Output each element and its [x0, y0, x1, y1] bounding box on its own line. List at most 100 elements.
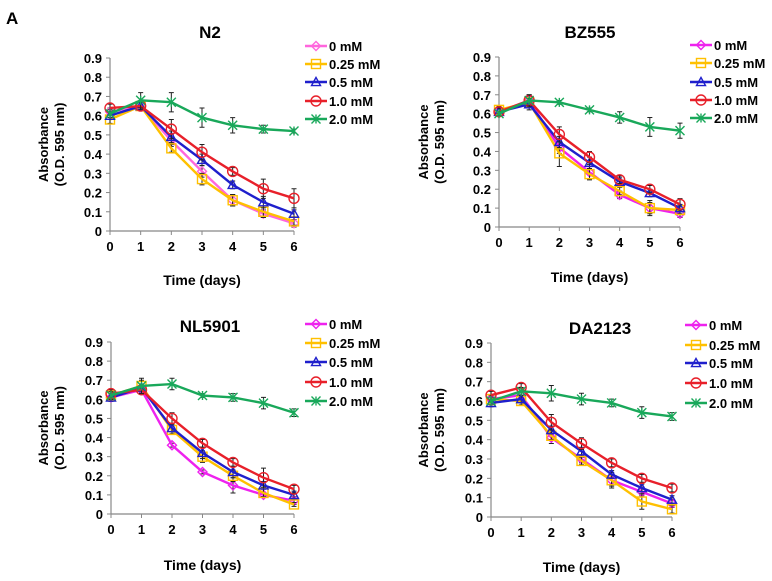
data-point: [196, 173, 208, 185]
data-point: [227, 456, 239, 469]
data-point: [576, 394, 587, 405]
data-point: [227, 466, 239, 477]
legend-marker: [310, 40, 322, 52]
data-point: [227, 195, 238, 206]
x-tick-label: 4: [608, 525, 616, 540]
chart-panel: BZ555 0 0.1 0.2 0.3 0.4 0.5 0.6 0.7 0.8 0.9 0 1 2 3 4 5 6…: [416, 23, 765, 285]
x-tick-label: 3: [198, 239, 205, 254]
y-tick-label: 0.7: [84, 89, 102, 104]
data-point: [197, 112, 207, 123]
data-point: [289, 126, 299, 137]
y-tick-label: 0.4: [85, 431, 104, 446]
y-tick-label: 0.8: [473, 69, 491, 84]
y-tick-label: 0.5: [465, 413, 483, 428]
legend-label: 0 mM: [329, 39, 362, 54]
data-point: [257, 479, 270, 490]
legend-label: 0.25 mM: [329, 336, 380, 351]
x-axis-label: Time (days): [543, 559, 621, 575]
x-tick-label: 3: [578, 525, 585, 540]
y-tick-label: 0.4: [465, 433, 484, 448]
x-tick-label: 2: [168, 239, 175, 254]
legend-marker: [691, 398, 701, 408]
legend-marker: [696, 113, 706, 123]
y-tick-label: 0.4: [84, 147, 103, 162]
legend-item: 0.5 mM: [690, 75, 758, 90]
y-tick-label: 0.8: [85, 354, 103, 369]
legend-item: 2.0 mM: [305, 112, 373, 127]
y-axis-label-line2: (O.D. 595 nm): [52, 103, 67, 187]
legend-marker: [695, 76, 707, 87]
x-tick-label: 5: [646, 235, 653, 250]
legend-item: 0 mM: [305, 317, 362, 332]
y-tick-label: 0.6: [473, 107, 491, 122]
data-point: [165, 130, 178, 142]
data-point: [486, 396, 496, 406]
y-tick-label: 0.6: [465, 394, 483, 409]
legend-item: 1.0 mM: [305, 375, 373, 390]
y-tick-label: 0.1: [473, 201, 491, 216]
x-tick-label: 1: [526, 235, 533, 250]
legend-item: 0.5 mM: [305, 355, 373, 370]
data-point: [135, 95, 146, 106]
x-tick-label: 5: [260, 239, 267, 254]
data-point: [524, 95, 535, 106]
legend-label: 2.0 mM: [329, 112, 373, 127]
data-point: [166, 97, 177, 108]
x-tick-label: 4: [229, 522, 237, 537]
y-tick-label: 0.3: [473, 163, 491, 178]
data-point: [197, 390, 208, 401]
data-point: [515, 393, 527, 404]
data-point: [494, 108, 504, 119]
legend-label: 1.0 mM: [329, 375, 373, 390]
y-tick-label: 0.8: [465, 355, 483, 370]
legend-item: 1.0 mM: [305, 94, 373, 109]
y-tick-label: 0.1: [85, 488, 103, 503]
data-point: [197, 466, 208, 478]
y-tick-label: 0: [484, 220, 491, 235]
legend-marker: [311, 396, 321, 406]
chart-panel: N2 0 0.1 0.2 0.3 0.4 0.5 0.6 0.7 0.8 0.9 0 1 2 3 4 5 6 Tim…: [36, 23, 380, 288]
data-point: [166, 412, 178, 425]
data-point: [196, 446, 209, 458]
data-point: [167, 379, 177, 390]
legend-marker: [310, 76, 322, 87]
y-tick-label: 0.2: [473, 182, 491, 197]
data-point: [636, 482, 648, 493]
legend-marker: [310, 376, 322, 388]
y-axis-label-line1: Absorbance: [36, 107, 51, 182]
legend-label: 0.5 mM: [714, 75, 758, 90]
data-point: [288, 217, 300, 229]
data-point: [288, 499, 300, 510]
y-axis-label-line1: Absorbance: [416, 392, 431, 467]
x-axis-label: Time (days): [551, 269, 629, 285]
data-point: [605, 457, 618, 469]
data-point: [257, 183, 270, 195]
legend-marker: [690, 339, 702, 351]
x-tick-label: 6: [676, 235, 683, 250]
data-point: [636, 496, 648, 507]
chart-title: NL5901: [180, 317, 240, 336]
chart-title: DA2123: [569, 319, 631, 338]
legend-item: 0 mM: [305, 39, 362, 54]
data-point: [576, 455, 587, 467]
legend-label: 0.25 mM: [714, 56, 765, 71]
y-tick-label: 0.9: [473, 50, 491, 65]
x-tick-label: 2: [168, 522, 175, 537]
data-point: [288, 488, 300, 500]
legend-item: 2.0 mM: [685, 396, 753, 411]
data-point: [614, 185, 625, 197]
data-point: [583, 151, 596, 163]
data-point: [545, 416, 558, 428]
x-axis-label: Time (days): [164, 557, 242, 573]
data-point: [667, 411, 677, 422]
legend-label: 0.5 mM: [709, 356, 753, 371]
x-tick-label: 2: [556, 235, 563, 250]
data-point: [288, 192, 300, 205]
data-point: [165, 123, 178, 135]
data-point: [636, 407, 647, 418]
data-point: [166, 422, 178, 433]
series-line: [490, 397, 673, 501]
data-point: [257, 196, 270, 207]
legend-label: 1.0 mM: [329, 94, 373, 109]
